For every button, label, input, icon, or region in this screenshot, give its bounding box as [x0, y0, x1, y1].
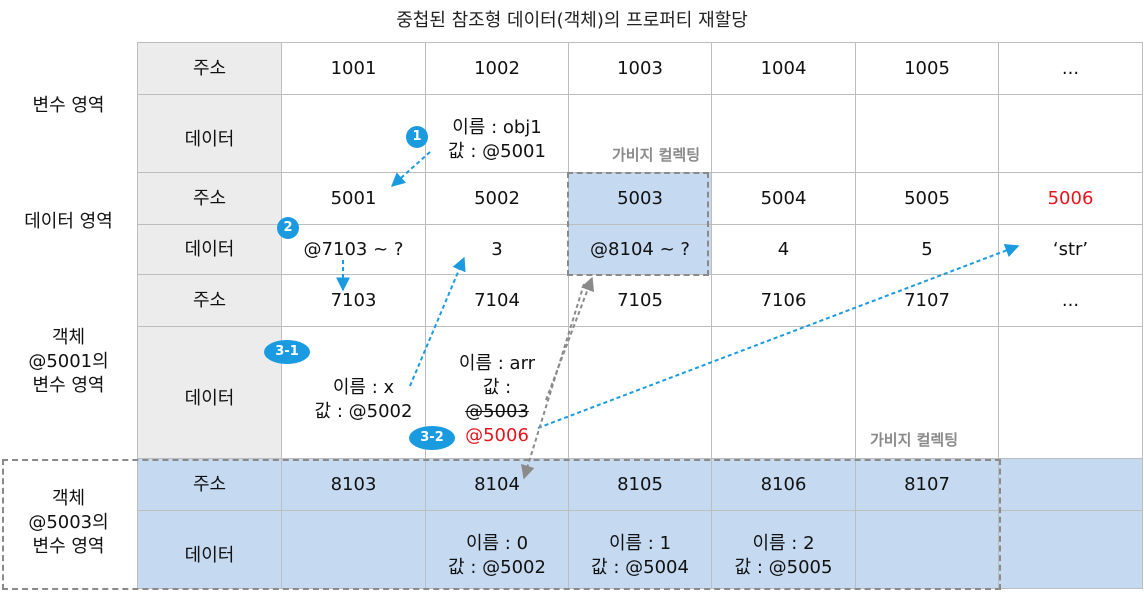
- cell-7107: 7107: [855, 274, 999, 327]
- cell-8104: 8104: [425, 458, 569, 511]
- region-label-obj5001: 객체 @5001의 변수 영역: [28, 327, 109, 396]
- cell-obj1-ellipsis: ...: [998, 274, 1143, 327]
- address-header: 주소: [137, 274, 282, 327]
- gc-label-2: 가비지 컬렉팅: [870, 431, 959, 449]
- cell-data-5006: ‘str’: [998, 224, 1143, 275]
- cell-var-data-obj1: 이름 : obj1 값 : @5001: [425, 94, 569, 173]
- step-badge-3-1: 3-1: [264, 340, 310, 364]
- region-label-obj5003: 객체 @5003의 변수 영역: [28, 488, 109, 557]
- obj2-data-row: 데이터 이름 : 0 값 : @5002 이름 : 1 값 : @5004 이름…: [137, 510, 1143, 589]
- cell-8105: 8105: [568, 458, 712, 511]
- cell-5004: 5004: [711, 172, 856, 225]
- cell-8106: 8106: [711, 458, 856, 511]
- step-badge-3-2: 3-2: [409, 426, 455, 450]
- cell-obj2-1: 이름 : 1 값 : @5004: [568, 510, 712, 589]
- memory-table: 주소 1001 1002 1003 1004 1005 ... 데이터 이름 :…: [137, 42, 1143, 589]
- obj1-address-row: 주소 7103 7104 7105 7106 7107 ...: [137, 274, 1143, 327]
- region-label-data: 데이터 영역: [24, 211, 113, 232]
- cell-5006: 5006: [998, 172, 1143, 225]
- cell-7103: 7103: [281, 274, 426, 327]
- cell-5003: 5003: [568, 172, 712, 225]
- cell-1005: 1005: [855, 42, 999, 95]
- cell-data-5001: @7103 ~ ?: [281, 224, 426, 275]
- cell-7105: 7105: [568, 274, 712, 327]
- cell-data-5004: 4: [711, 224, 856, 275]
- var-data-row: 데이터 이름 : obj1 값 : @5001: [137, 94, 1143, 173]
- cell-7104: 7104: [425, 274, 569, 327]
- cell-1004: 1004: [711, 42, 856, 95]
- gc-label-1: 가비지 컬렉팅: [612, 146, 701, 164]
- region-label-variables: 변수 영역: [32, 95, 105, 116]
- cell-8103: 8103: [281, 458, 426, 511]
- address-header: 주소: [137, 42, 282, 95]
- diagram-title: 중첩된 참조형 데이터(객체)의 프로퍼티 재할당: [396, 10, 748, 31]
- cell-5002: 5002: [425, 172, 569, 225]
- address-header: 주소: [137, 172, 282, 225]
- step-badge-1: 1: [406, 126, 428, 148]
- new-ref: @5006: [465, 424, 529, 446]
- old-ref: @5003: [465, 400, 529, 422]
- data-header: 데이터: [137, 326, 282, 459]
- step-badge-2: 2: [277, 217, 299, 239]
- data-header: 데이터: [137, 510, 282, 589]
- data-header: 데이터: [137, 94, 282, 173]
- var-address-row: 주소 1001 1002 1003 1004 1005 ...: [137, 42, 1143, 95]
- cell-data-5005: 5: [855, 224, 999, 275]
- cell-data-5003: @8104 ~ ?: [568, 224, 712, 275]
- data-header: 데이터: [137, 224, 282, 275]
- cell-obj2-2: 이름 : 2 값 : @5005: [711, 510, 856, 589]
- cell-8107: 8107: [855, 458, 999, 511]
- cell-5001: 5001: [281, 172, 426, 225]
- cell-7106: 7106: [711, 274, 856, 327]
- cell-var-ellipsis: ...: [998, 42, 1143, 95]
- cell-1001: 1001: [281, 42, 426, 95]
- cell-obj2-0: 이름 : 0 값 : @5002: [425, 510, 569, 589]
- address-header: 주소: [137, 458, 282, 511]
- cell-5005: 5005: [855, 172, 999, 225]
- cell-1002: 1002: [425, 42, 569, 95]
- cell-var-data-1: [281, 94, 426, 173]
- cell-data-5002: 3: [425, 224, 569, 275]
- obj2-address-row: 주소 8103 8104 8105 8106 8107: [137, 458, 1143, 511]
- cell-1003: 1003: [568, 42, 712, 95]
